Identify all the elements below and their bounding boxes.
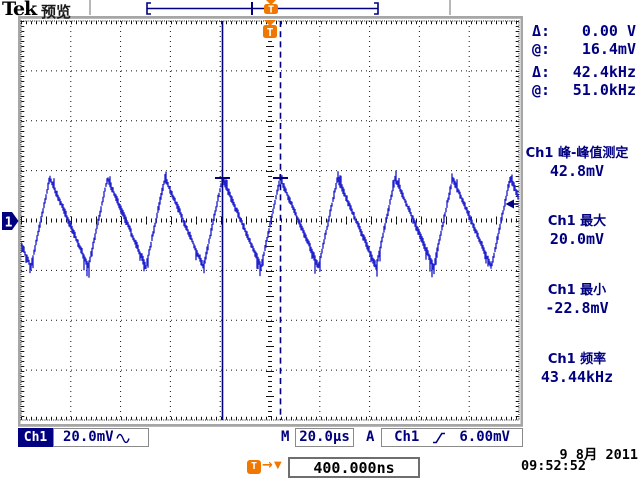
date-label: 9 8月 2011	[559, 447, 638, 463]
preview-mode-label: 预览	[41, 3, 72, 21]
screen-frame	[18, 424, 523, 427]
ac-sine-icon	[115, 433, 130, 443]
time-label: 09:52:52	[521, 458, 587, 474]
vertical-scale-box: 20.0mV	[53, 428, 149, 447]
right-arrow-icon: →	[262, 458, 273, 473]
measurement-peak-to-peak: Ch1 峰-峰值测定 42.8mV	[516, 142, 638, 180]
screen-frame	[18, 16, 21, 427]
at-label: @:	[532, 81, 551, 99]
delta-label: Δ:	[532, 63, 551, 81]
timebase-box: 20.0μs	[295, 428, 354, 447]
svg-text:1: 1	[5, 216, 13, 231]
timebase-label: M	[281, 429, 290, 445]
measurement-title: Ch1 最大	[547, 214, 607, 229]
trigger-position-marker[interactable]: T	[263, 20, 277, 39]
at-frequency-value: 51.0kHz	[572, 81, 636, 99]
measurement-frequency: Ch1 频率 43.44kHz	[516, 348, 638, 386]
trigger-level-arrow[interactable]	[505, 199, 519, 209]
cursor-readout-row: Δ: 0.00 V	[528, 22, 638, 40]
vertical-scale-value: 20.0mV	[63, 429, 114, 445]
measurement-value: 20.0mV	[549, 230, 605, 248]
tek-logo: Tek	[2, 0, 37, 20]
cursor-readout-row: @: 51.0kHz	[528, 81, 638, 99]
svg-text:T: T	[268, 5, 274, 16]
acquisition-label: A	[366, 429, 375, 445]
screen-frame	[18, 16, 523, 19]
record-view-bar[interactable]	[146, 2, 379, 15]
trigger-delay-value-box: 400.000ns	[288, 457, 420, 478]
trigger-source: Ch1	[394, 429, 420, 445]
screen-frame	[520, 16, 523, 427]
waveform-trace	[21, 170, 519, 278]
measurement-minimum: Ch1 最小 -22.8mV	[516, 279, 638, 317]
measurement-value: -22.8mV	[545, 299, 609, 317]
trigger-position-marker[interactable]: T	[264, 0, 278, 16]
measurement-value: 42.8mV	[549, 162, 605, 180]
top-separator-tick	[89, 0, 91, 15]
top-separator-tick	[449, 0, 451, 15]
delta-voltage-value: 0.00 V	[581, 22, 636, 40]
trigger-delay-t-badge: T	[247, 460, 261, 474]
channel1-badge: Ch1	[18, 428, 53, 447]
at-label: @:	[532, 40, 551, 58]
svg-text:T: T	[267, 26, 274, 39]
cursor-readout-row: @: 16.4mV	[528, 40, 638, 58]
measurement-title: Ch1 最小	[547, 283, 607, 298]
at-voltage-value: 16.4mV	[581, 40, 636, 58]
trigger-level-value: 6.00mV	[459, 429, 510, 445]
delta-label: Δ:	[532, 22, 551, 40]
trigger-settings-box: Ch1 6.00mV	[381, 428, 523, 447]
delta-frequency-value: 42.4kHz	[572, 63, 636, 81]
measurement-value: 43.44kHz	[540, 368, 614, 386]
measurement-maximum: Ch1 最大 20.0mV	[516, 210, 638, 248]
channel1-marker[interactable]: 1	[2, 212, 19, 231]
down-triangle-icon: ▼	[274, 460, 282, 471]
cursor-readout-row: Δ: 42.4kHz	[528, 63, 638, 81]
rising-edge-icon	[433, 432, 446, 443]
measurement-title: Ch1 峰-峰值测定	[525, 146, 629, 161]
measurement-title: Ch1 频率	[547, 352, 607, 367]
